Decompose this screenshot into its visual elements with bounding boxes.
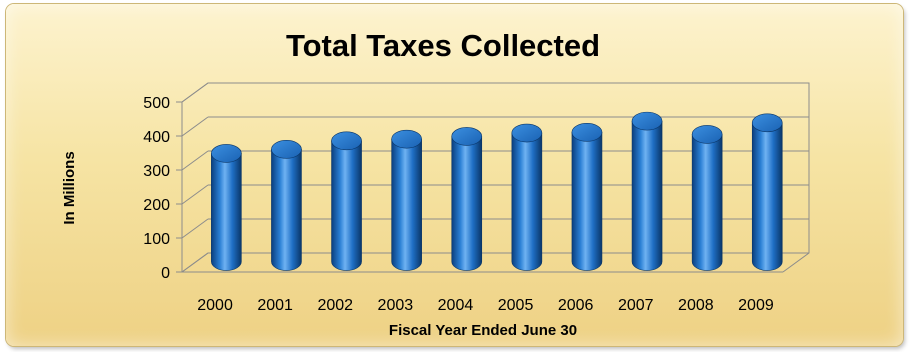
x-tick-label: 2006 xyxy=(558,297,594,314)
bar xyxy=(451,127,483,271)
gridline-side xyxy=(181,82,209,103)
bar-body xyxy=(511,132,543,271)
bar xyxy=(391,129,422,271)
gridline-side xyxy=(181,116,209,137)
x-tick-label: 2000 xyxy=(197,297,233,314)
y-tick-label: 100 xyxy=(143,231,170,248)
bar-cap xyxy=(391,129,422,149)
x-tick-label: 2004 xyxy=(438,297,474,314)
x-tick-label: 2001 xyxy=(257,297,293,314)
bar-body xyxy=(211,153,242,271)
x-tick-label: 2005 xyxy=(498,297,534,314)
x-tick-label: 2003 xyxy=(378,297,414,314)
x-tick-label: 2007 xyxy=(618,297,654,314)
bar-cap xyxy=(211,144,242,163)
y-tick-label: 200 xyxy=(143,197,170,214)
bar-body xyxy=(271,149,302,271)
bar-cap xyxy=(751,113,783,133)
gridline-side xyxy=(181,184,209,205)
bar-cap xyxy=(571,123,603,142)
bar xyxy=(271,140,302,271)
bar xyxy=(331,131,362,271)
bar-body xyxy=(571,132,603,271)
y-tick-label: 400 xyxy=(143,129,170,146)
bar-body xyxy=(691,134,723,271)
x-axis-label: Fiscal Year Ended June 30 xyxy=(389,322,577,339)
bar xyxy=(511,123,543,271)
bar xyxy=(211,144,242,271)
x-tick-label: 2002 xyxy=(317,297,353,314)
bar-series xyxy=(211,111,783,271)
x-axis-ticks: 2000 2001 2002 2003 2004 2005 2006 2007 2008 2009 xyxy=(197,297,774,314)
y-axis-label: In Millions xyxy=(61,151,78,224)
gridline-side xyxy=(181,252,209,273)
y-axis-ticks: 0 100 200 300 400 500 xyxy=(143,95,182,282)
x-tick-label: 2009 xyxy=(738,297,774,314)
bar-body xyxy=(331,140,362,271)
bar xyxy=(751,113,783,271)
bar xyxy=(631,111,663,271)
x-tick-label: 2008 xyxy=(678,297,714,314)
bar-cap xyxy=(451,127,483,146)
bar-cap xyxy=(271,140,302,159)
bar-body xyxy=(451,136,483,271)
bar xyxy=(691,125,723,271)
bar-cap xyxy=(331,131,362,151)
bar-cap xyxy=(631,111,663,131)
bar-cap xyxy=(691,125,723,144)
bar-body xyxy=(751,122,783,271)
bar-body xyxy=(631,120,663,271)
chart-title: Total Taxes Collected xyxy=(286,28,600,63)
bar xyxy=(571,123,603,271)
gridline-side xyxy=(181,218,209,239)
y-tick-label: 500 xyxy=(143,95,170,112)
y-tick-label: 0 xyxy=(161,265,170,282)
bar-body xyxy=(391,138,422,271)
bar-cap xyxy=(511,123,543,143)
y-tick-label: 300 xyxy=(143,163,170,180)
gridline-side xyxy=(181,150,209,171)
